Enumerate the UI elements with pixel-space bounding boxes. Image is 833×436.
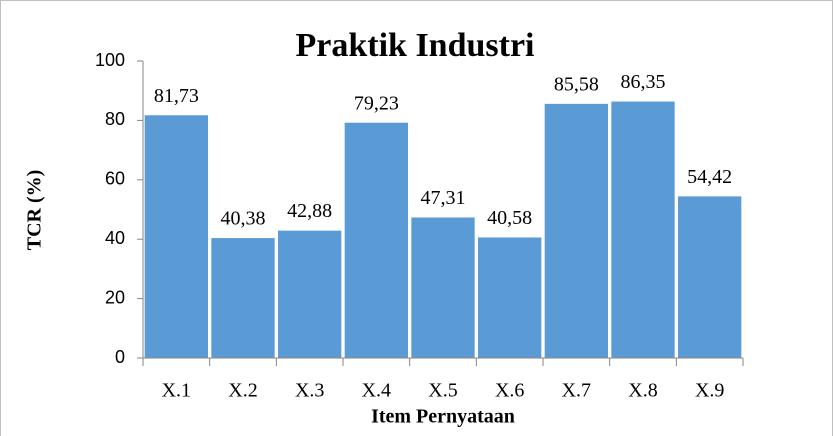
value-label: 85,58 (554, 73, 599, 95)
bar (211, 238, 275, 358)
chart-title: Praktik Industri (296, 27, 535, 64)
y-tick-label: 60 (105, 169, 125, 189)
x-tick-label: X.8 (628, 380, 657, 402)
x-tick-label: X.6 (495, 380, 524, 402)
y-tick-label: 100 (95, 50, 125, 70)
x-tick-label: X.4 (362, 380, 391, 402)
bar (344, 122, 408, 359)
value-label: 40,38 (221, 208, 266, 230)
bar (544, 103, 608, 359)
value-label: 47,31 (421, 187, 466, 209)
value-label: 79,23 (354, 92, 399, 114)
x-axis-label: Item Pernyataan (371, 406, 515, 428)
x-tick-label: X.2 (228, 380, 257, 402)
x-tick-label: X.9 (695, 380, 724, 402)
value-label: 54,42 (687, 166, 732, 188)
value-label: 42,88 (287, 200, 332, 222)
bar (611, 101, 675, 358)
y-tick-label: 40 (105, 228, 125, 248)
y-tick-label: 20 (105, 287, 125, 307)
x-tick-label: X.3 (295, 380, 324, 402)
bar (678, 196, 742, 358)
value-label: 86,35 (621, 71, 666, 93)
bar (144, 115, 208, 358)
x-tick-label: X.5 (428, 380, 457, 402)
bar (411, 217, 475, 358)
x-tick-label: X.7 (562, 380, 591, 402)
value-label: 40,58 (487, 207, 532, 229)
bar (478, 237, 542, 358)
bar (278, 230, 342, 358)
y-tick-label: 0 (115, 347, 125, 367)
y-tick-label: 80 (105, 109, 125, 129)
x-tick-label: X.1 (162, 380, 191, 402)
value-label: 81,73 (154, 85, 199, 107)
y-axis-label: TCR (%) (24, 170, 46, 251)
